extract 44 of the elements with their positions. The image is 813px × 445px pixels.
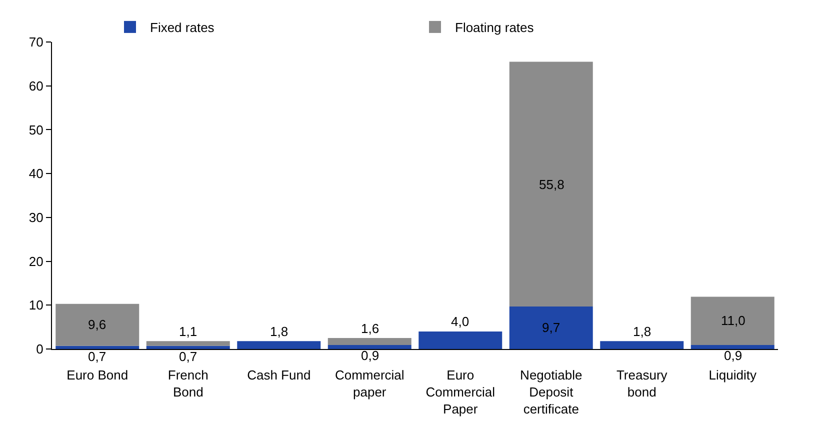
y-tick-label: 10: [28, 298, 44, 313]
y-tick-label: 40: [28, 166, 44, 182]
data-label: 4,0: [451, 314, 470, 329]
x-tick-label: French Bond: [168, 368, 208, 400]
x-tick-label: Euro Commercial Paper: [426, 368, 496, 416]
data-label: 1,6: [361, 321, 380, 336]
bar: [600, 341, 684, 349]
bar: [56, 304, 140, 346]
bar: [146, 341, 230, 346]
legend-label: Floating rates: [455, 20, 534, 36]
bar: [509, 306, 593, 349]
data-label: 1,8: [633, 324, 652, 339]
data-label: 1,1: [179, 324, 198, 339]
x-tick-label: Negotiable Deposit certificate: [520, 368, 582, 416]
data-label: 55,8: [539, 177, 564, 192]
data-label: 1,8: [270, 324, 288, 339]
data-label: 9,6: [88, 317, 106, 332]
y-tick-label: 30: [28, 210, 44, 225]
data-label: 0,7: [88, 349, 106, 364]
bar: [509, 62, 593, 306]
y-tick-label: 20: [28, 254, 44, 269]
x-tick-label: Cash Fund: [247, 368, 311, 383]
bar: [146, 346, 230, 349]
data-label: 9,7: [542, 320, 560, 335]
data-label: 0,9: [361, 348, 380, 363]
bar: [690, 296, 774, 346]
legend-label: Fixed rates: [150, 20, 215, 36]
y-tick-label: 60: [28, 78, 44, 94]
x-tick-label: Commercial paper: [334, 368, 404, 400]
bar: [328, 338, 412, 346]
y-tick-label: 0: [36, 342, 44, 357]
y-tick-label: 50: [28, 122, 44, 138]
x-tick-label: Liquidity: [708, 368, 757, 383]
bar: [237, 341, 321, 349]
data-label: 11,0: [721, 313, 746, 328]
data-label: 0,7: [179, 349, 198, 364]
bar: [328, 345, 412, 349]
bar: [56, 346, 140, 349]
bar: [690, 345, 774, 349]
x-tick-label: Treasury bond: [616, 368, 668, 400]
data-label: 0,9: [724, 348, 742, 363]
y-tick-label: 70: [28, 34, 44, 50]
x-tick-label: Euro Bond: [66, 368, 128, 383]
bar: [418, 331, 502, 349]
